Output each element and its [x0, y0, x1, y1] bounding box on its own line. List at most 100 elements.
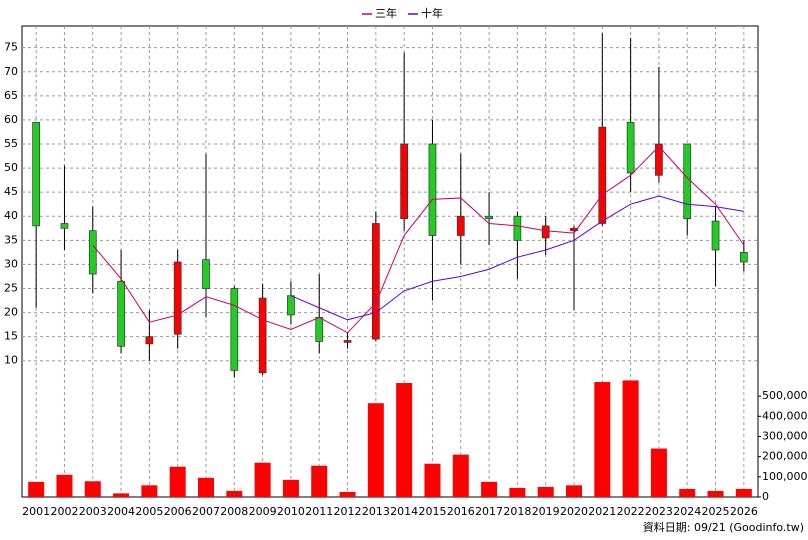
candle-body [598, 126, 607, 224]
footnote: 資料日期: 09/21 (Goodinfo.tw) [643, 520, 804, 534]
volume-bar [56, 474, 73, 497]
x-tick-label: 2003 [79, 505, 107, 518]
x-tick-label: 2026 [730, 505, 758, 518]
volume-bar [282, 479, 299, 497]
candle-body [400, 143, 409, 220]
candle-body [541, 225, 550, 239]
candle-body [202, 259, 210, 289]
candle-body [513, 215, 522, 241]
candle-body [371, 223, 380, 340]
candle-body [626, 121, 635, 174]
volume-bar [84, 481, 101, 497]
x-tick-label: 2001 [22, 505, 50, 518]
x-tick-label: 2010 [277, 505, 305, 518]
legend-label: 十年 [421, 6, 443, 20]
volume-bar [481, 481, 498, 497]
volume-bar [537, 486, 554, 497]
x-tick-label: 2002 [50, 505, 78, 518]
y-tick-label: 70 [4, 65, 18, 78]
candle-body [485, 215, 493, 220]
volume-bar [141, 485, 158, 497]
ma-line [290, 195, 744, 321]
volume-bar [311, 465, 328, 497]
candle-body [60, 223, 69, 229]
ma-line [92, 145, 745, 334]
candle-body [173, 261, 182, 335]
volume-bar [509, 487, 526, 497]
y-tick-label: 50 [4, 161, 18, 174]
y-tick-label: 60 [4, 113, 18, 126]
candle-body [230, 288, 239, 371]
x-tick-label: 2007 [192, 505, 220, 518]
y-tick-label: 20 [4, 306, 18, 319]
y-tick-label: 30 [4, 257, 18, 270]
volume-bar [622, 380, 639, 497]
volume-bar [28, 481, 45, 497]
x-tick-label: 2006 [164, 505, 192, 518]
y2-tick-label: 300,000 [762, 429, 808, 442]
y-tick-label: 65 [4, 89, 18, 102]
x-tick-label: 2023 [645, 505, 673, 518]
x-tick-label: 2005 [135, 505, 163, 518]
legend-label: 三年 [375, 6, 397, 20]
x-tick-label: 2015 [418, 505, 446, 518]
volume-bar [650, 448, 667, 497]
x-tick-label: 2024 [673, 505, 701, 518]
candle-body [570, 227, 578, 232]
candle-body [655, 143, 663, 176]
volume-bar [169, 466, 186, 497]
y-tick-label: 10 [4, 354, 18, 367]
x-tick-label: 2011 [305, 505, 333, 518]
volume-bar [367, 403, 384, 497]
y-tick-label: 15 [4, 330, 18, 343]
y-tick-label: 45 [4, 185, 18, 198]
x-tick-label: 2019 [532, 505, 560, 518]
x-tick-label: 2020 [560, 505, 588, 518]
x-tick-label: 2025 [702, 505, 730, 518]
candle-body [683, 143, 692, 220]
x-tick-label: 2012 [334, 505, 362, 518]
x-tick-label: 2018 [503, 505, 531, 518]
volume-bar [735, 488, 752, 497]
x-tick-label: 2013 [362, 505, 390, 518]
x-tick-label: 2022 [617, 505, 645, 518]
volume-bar [707, 490, 724, 497]
y2-tick-label: 100,000 [762, 470, 808, 483]
volume-bar [339, 491, 356, 497]
y-tick-label: 40 [4, 209, 18, 222]
y-tick-label: 35 [4, 233, 18, 246]
candle-body [739, 252, 748, 263]
volume-bar [254, 462, 271, 497]
y2-tick-label: 400,000 [762, 409, 808, 422]
candle-body [88, 230, 97, 275]
x-tick-label: 2017 [475, 505, 503, 518]
volume-bar [396, 383, 413, 497]
y2-tick-label: 500,000 [762, 389, 808, 402]
candle-body [287, 295, 295, 316]
candle-body [711, 220, 720, 251]
volume-bar [679, 488, 696, 497]
candle-body [315, 317, 324, 342]
volume-bar [452, 454, 469, 497]
y2-tick-label: 200,000 [762, 450, 808, 463]
volume-bar [226, 490, 243, 497]
y-tick-label: 55 [4, 137, 18, 150]
candle-body [343, 340, 352, 343]
x-tick-label: 2021 [588, 505, 616, 518]
candle-body [32, 121, 41, 227]
y-tick-label: 75 [4, 41, 18, 54]
volume-bar [566, 485, 582, 497]
x-tick-label: 2004 [107, 505, 135, 518]
candle-body [258, 297, 267, 374]
candle-body [428, 143, 437, 236]
x-tick-label: 2014 [390, 505, 418, 518]
volume-bar [424, 463, 441, 497]
candle-body [117, 280, 125, 347]
x-tick-label: 2009 [249, 505, 277, 518]
candle-body [145, 336, 154, 345]
plot-frame [21, 25, 759, 498]
x-tick-label: 2008 [220, 505, 248, 518]
x-tick-label: 2016 [447, 505, 475, 518]
y2-tick-label: 0 [762, 490, 769, 503]
